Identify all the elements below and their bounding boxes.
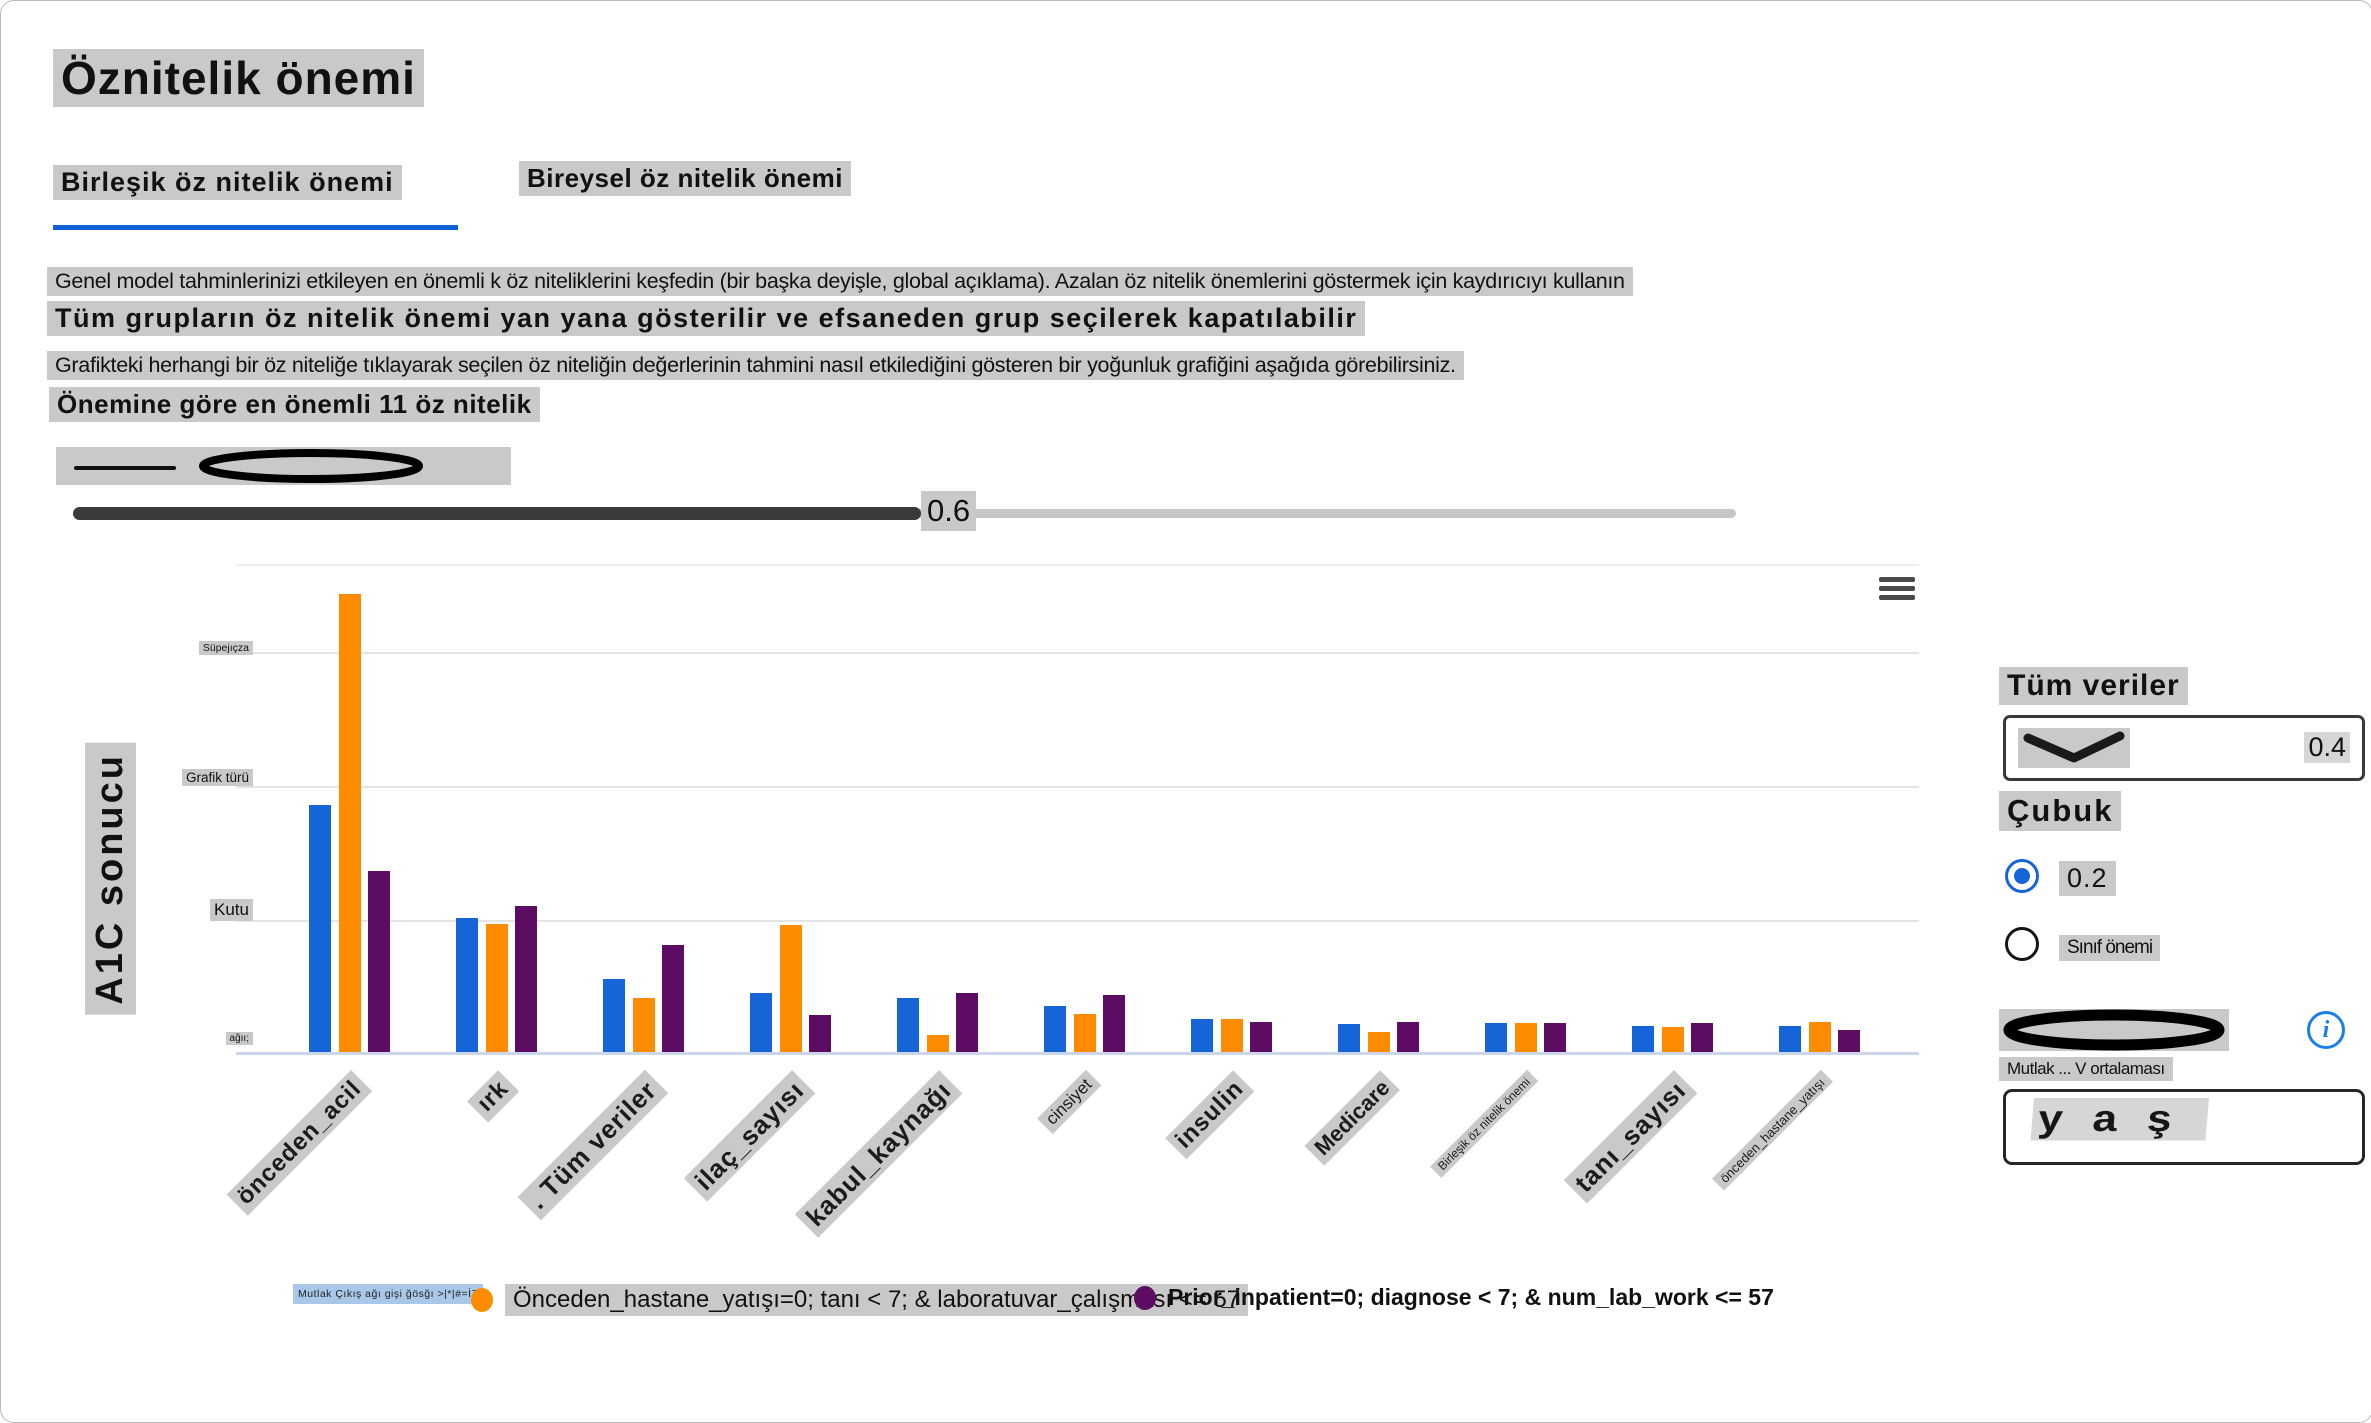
bar-kabul_kayna-s1[interactable] xyxy=(926,1035,949,1054)
y-tick-wrap: Süpejıçza xyxy=(121,638,253,656)
bar-ila_says-s0[interactable] xyxy=(750,993,772,1054)
y-tick-label: ağıı; xyxy=(225,1032,253,1045)
x-label-kabul_kayna[interactable]: kabul_kaynağı xyxy=(794,1070,963,1238)
dataset-cohort-dropdown[interactable]: 0.4 xyxy=(2003,715,2365,781)
x-label-nceden_acil[interactable]: önceden_acil xyxy=(226,1070,373,1216)
dataset-dropdown-value: 0.4 xyxy=(2304,732,2350,763)
bar-kabul_kayna-s2[interactable] xyxy=(956,993,978,1054)
bar-Tmveriler-s0[interactable] xyxy=(603,979,625,1054)
x-label-tan_says[interactable]: tanı_sayısı xyxy=(1563,1070,1698,1204)
top-k-slider-value[interactable]: 0.6 xyxy=(921,491,977,531)
chevron-down-icon xyxy=(2018,728,2130,768)
dash-icon xyxy=(74,466,176,470)
bar-Tmveriler-s1[interactable] xyxy=(632,998,655,1054)
gridline xyxy=(236,652,1919,654)
y-tick-wrap: Grafik türü xyxy=(121,768,253,787)
y-tick-label: Grafik türü xyxy=(181,768,253,786)
chart-type-label: Çubuk xyxy=(1999,791,2122,831)
legend-dot-icon xyxy=(471,1288,493,1312)
top-k-features-label: Önemine göre en önemli 11 öz nitelik xyxy=(49,387,540,422)
top-k-slider-fill[interactable] xyxy=(73,507,921,520)
legend-item-0[interactable]: Mutlak Çıkış ağı gişi ğösğı >|*|#=İZ xyxy=(293,1284,484,1304)
page-title: Öznitelik önemi xyxy=(53,49,424,107)
bar-Medicare-s0[interactable] xyxy=(1338,1024,1360,1054)
bar-tan_says-s2[interactable] xyxy=(1691,1023,1713,1054)
description-line-1: Genel model tahminlerinizi etkileyen en … xyxy=(47,267,1633,296)
dataset-cohort-label: Tüm veriler xyxy=(1999,667,2188,705)
bar-kabul_kayna-s0[interactable] xyxy=(897,998,919,1054)
legend-label: Önceden_hastane_yatışı=0; tanı < 7; & la… xyxy=(505,1284,1249,1316)
x-label-rk[interactable]: ırk xyxy=(466,1070,520,1123)
active-tab-underline xyxy=(53,225,458,230)
bar-cinsiyet-s1[interactable] xyxy=(1073,1014,1096,1054)
bar-nceden_hastane_yat-s0[interactable] xyxy=(1779,1026,1801,1054)
info-icon[interactable]: i xyxy=(2307,1011,2345,1049)
radio-selected-dot xyxy=(2014,868,2030,884)
legend-item-1[interactable]: Önceden_hastane_yatışı=0; tanı < 7; & la… xyxy=(471,1284,1249,1316)
feature-dropdown[interactable]: yaş xyxy=(2003,1089,2365,1165)
bar-Tmveriler-s2[interactable] xyxy=(662,945,684,1054)
radio-class-importance-label[interactable]: Sınıf önemi xyxy=(2059,935,2161,961)
bar-nceden_acil-s1[interactable] xyxy=(338,594,361,1054)
y-tick-label: Süpejıçza xyxy=(198,640,253,655)
bar-ila_says-s2[interactable] xyxy=(809,1015,831,1054)
bar-nceden_hastane_yat-s2[interactable] xyxy=(1838,1030,1860,1054)
redacted-sort-control[interactable] xyxy=(56,447,511,485)
bar-tan_says-s1[interactable] xyxy=(1661,1027,1684,1054)
bar-cinsiyet-s2[interactable] xyxy=(1103,995,1125,1054)
description-line-2: Tüm grupların öz nitelik önemi yan yana … xyxy=(47,301,1366,336)
bar-rk-s1[interactable] xyxy=(485,924,508,1054)
legend-label: Prior_inpatient=0; diagnose < 7; & num_l… xyxy=(1168,1284,1774,1310)
y-tick-wrap: ağıı; xyxy=(121,1028,253,1046)
description-line-3: Grafikteki herhangi bir öz niteliğe tıkl… xyxy=(47,351,1464,380)
x-label-insulin[interactable]: insulin xyxy=(1164,1070,1255,1160)
oval-scribble-icon xyxy=(199,449,423,483)
y-tick-label: Kutu xyxy=(210,899,253,921)
x-label-ila_says[interactable]: ilaç_sayısı xyxy=(683,1070,816,1202)
radio-class-importance[interactable] xyxy=(2005,927,2039,961)
bar-tan_says-s0[interactable] xyxy=(1632,1026,1654,1054)
bar-insulin-s0[interactable] xyxy=(1191,1019,1213,1054)
gridline xyxy=(236,920,1919,922)
radio-bar-chart-label[interactable]: 0.2 xyxy=(2059,861,2116,896)
bar-Birleikzniteliknemi-s2[interactable] xyxy=(1544,1023,1566,1054)
legend-item-2[interactable]: Prior_inpatient=0; diagnose < 7; & num_l… xyxy=(1134,1284,1774,1311)
x-label-Medicare[interactable]: Medicare xyxy=(1304,1070,1400,1166)
x-label-Tmveriler[interactable]: . Tüm veriler xyxy=(517,1070,669,1221)
chart-hamburger-menu-icon[interactable] xyxy=(1879,577,1915,604)
tab-aggregate-feature-importance[interactable]: Birleşik öz nitelik önemi xyxy=(53,165,402,200)
legend-dot-icon xyxy=(1134,1285,1156,1310)
x-label-cinsiyet[interactable]: cinsiyet xyxy=(1037,1070,1102,1135)
tab-individual-feature-importance[interactable]: Bireysel öz nitelik önemi xyxy=(519,161,851,196)
bar-Medicare-s1[interactable] xyxy=(1367,1032,1390,1054)
y-tick-wrap: Kutu xyxy=(121,899,253,921)
bar-cinsiyet-s0[interactable] xyxy=(1044,1006,1066,1054)
gridline xyxy=(236,786,1919,788)
bar-nceden_acil-s2[interactable] xyxy=(368,871,390,1054)
gridline-top xyxy=(236,564,1919,566)
bar-rk-s2[interactable] xyxy=(515,906,537,1054)
feature-dropdown-value: yaş xyxy=(2030,1098,2210,1141)
legend-selected-label: Mutlak Çıkış ağı gişi ğösğı >|*|#=İZ xyxy=(293,1284,484,1304)
bar-insulin-s2[interactable] xyxy=(1250,1022,1272,1054)
bar-Medicare-s2[interactable] xyxy=(1397,1022,1419,1054)
bar-Birleikzniteliknemi-s0[interactable] xyxy=(1485,1023,1507,1054)
bar-rk-s0[interactable] xyxy=(456,918,478,1054)
bar-ila_says-s1[interactable] xyxy=(779,925,802,1054)
redacted-metric-control[interactable] xyxy=(1999,1009,2229,1051)
bar-Birleikzniteliknemi-s1[interactable] xyxy=(1514,1023,1537,1054)
bar-nceden_acil-s0[interactable] xyxy=(309,805,331,1054)
x-label-nceden_hastane_yat[interactable]: önceden_hastane_yatışı xyxy=(1712,1070,1834,1191)
radio-bar-chart[interactable] xyxy=(2005,859,2039,893)
importance-metric-label: Mutlak ... V ortalaması xyxy=(1999,1057,2173,1081)
y-axis-title: A1C sonucu xyxy=(85,743,136,1015)
x-label-Birleikzniteliknemi[interactable]: Birleşik öz nitelik önemi xyxy=(1430,1070,1539,1178)
bar-insulin-s1[interactable] xyxy=(1220,1019,1243,1054)
bar-nceden_hastane_yat-s1[interactable] xyxy=(1808,1022,1831,1054)
x-axis-line xyxy=(236,1052,1919,1055)
